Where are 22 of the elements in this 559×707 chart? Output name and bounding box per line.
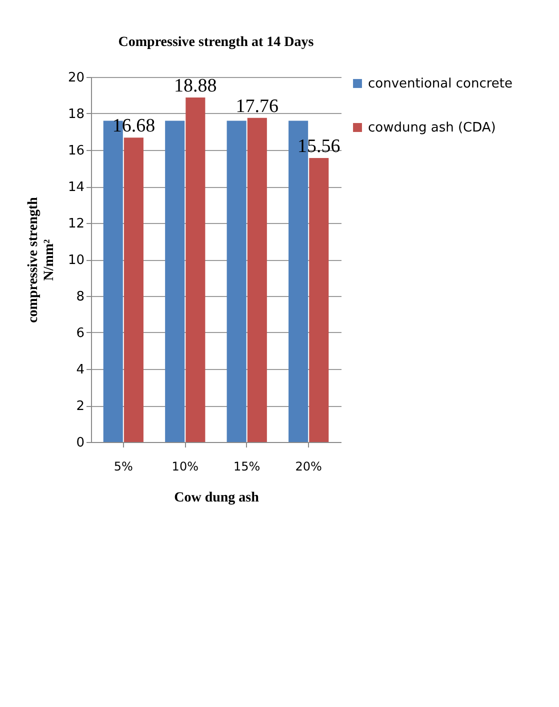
x-tick-label: 15% — [234, 460, 260, 474]
y-tick-label: 12 — [68, 216, 84, 232]
x-tick-label: 10% — [172, 460, 198, 474]
x-tick-label: 20% — [295, 460, 322, 474]
data-label: 18.88 — [174, 75, 217, 96]
y-tick-label: 4 — [76, 362, 84, 378]
y-tick-label: 14 — [68, 180, 84, 195]
y-tick-label: 20 — [68, 70, 84, 86]
y-tick-label: 10 — [68, 253, 84, 268]
x-tick-label: 5% — [114, 460, 133, 474]
y-tick-label: 0 — [76, 436, 84, 450]
y-axis-title: compressive strength N/mm² — [26, 196, 57, 323]
x-axis-title: Cow dung ash — [174, 490, 260, 506]
data-label: 17.76 — [236, 96, 279, 117]
legend-label: cowdung ash (CDA) — [368, 120, 496, 136]
chart-title: Compressive strength at 14 Days — [118, 35, 314, 50]
y-tick-label: 8 — [76, 290, 84, 304]
legend-label: conventional concrete — [368, 76, 513, 92]
y-tick-label: 16 — [68, 144, 84, 158]
y-tick-label: 6 — [76, 326, 84, 341]
y-tick-label: 18 — [68, 107, 84, 122]
y-tick-label: 2 — [76, 399, 84, 414]
